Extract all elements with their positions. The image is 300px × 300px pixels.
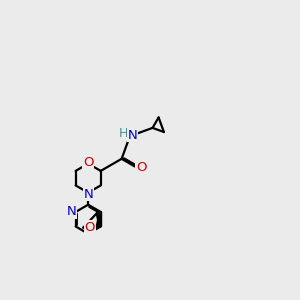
Text: N: N bbox=[83, 188, 93, 201]
Text: O: O bbox=[85, 221, 95, 234]
Text: H: H bbox=[119, 127, 128, 140]
Text: N: N bbox=[128, 129, 137, 142]
Text: N: N bbox=[66, 206, 76, 218]
Text: O: O bbox=[136, 161, 146, 174]
Text: O: O bbox=[83, 156, 93, 169]
